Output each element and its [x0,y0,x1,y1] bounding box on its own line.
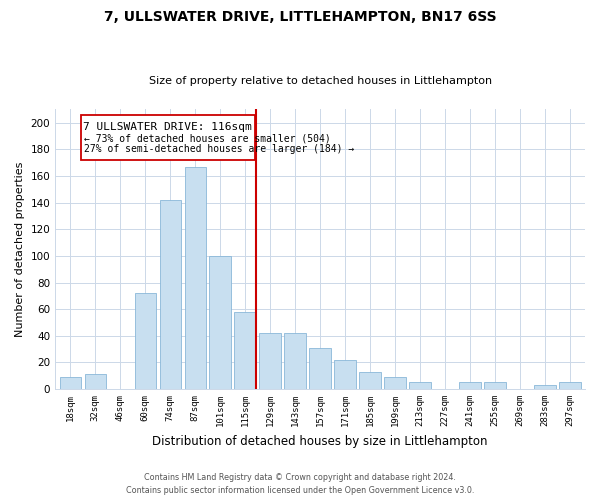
X-axis label: Distribution of detached houses by size in Littlehampton: Distribution of detached houses by size … [152,434,488,448]
Bar [185,166,206,389]
Bar [535,385,556,389]
Bar [259,333,281,389]
Text: 7, ULLSWATER DRIVE, LITTLEHAMPTON, BN17 6SS: 7, ULLSWATER DRIVE, LITTLEHAMPTON, BN17 … [104,10,496,24]
Bar [559,382,581,389]
Bar [385,377,406,389]
Text: ← 73% of detached houses are smaller (504): ← 73% of detached houses are smaller (50… [85,134,331,143]
Bar [409,382,431,389]
Text: 27% of semi-detached houses are larger (184) →: 27% of semi-detached houses are larger (… [85,144,355,154]
FancyBboxPatch shape [80,115,254,160]
Bar [235,312,256,389]
Bar [160,200,181,389]
Bar [284,333,306,389]
Bar [460,382,481,389]
Bar [59,377,81,389]
Text: Contains HM Land Registry data © Crown copyright and database right 2024.
Contai: Contains HM Land Registry data © Crown c… [126,474,474,495]
Bar [334,360,356,389]
Bar [85,374,106,389]
Bar [359,372,380,389]
Bar [310,348,331,389]
Bar [134,293,156,389]
Text: 7 ULLSWATER DRIVE: 116sqm: 7 ULLSWATER DRIVE: 116sqm [83,122,252,132]
Y-axis label: Number of detached properties: Number of detached properties [15,162,25,337]
Bar [209,256,231,389]
Title: Size of property relative to detached houses in Littlehampton: Size of property relative to detached ho… [149,76,491,86]
Bar [484,382,506,389]
